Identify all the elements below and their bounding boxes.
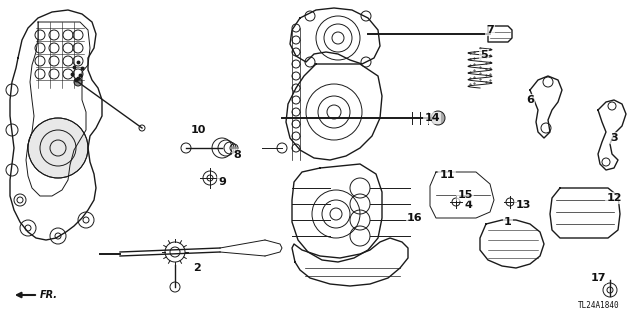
Circle shape (74, 78, 82, 86)
Text: 7: 7 (486, 25, 494, 35)
Text: 12: 12 (606, 193, 621, 203)
Text: 17: 17 (590, 273, 605, 283)
Text: 2: 2 (193, 263, 201, 273)
Text: TL24A1840: TL24A1840 (579, 300, 620, 309)
Text: 16: 16 (407, 213, 423, 223)
Text: 15: 15 (458, 190, 473, 200)
Text: 14: 14 (424, 113, 440, 123)
Text: 6: 6 (526, 95, 534, 105)
Text: FR.: FR. (40, 290, 58, 300)
Circle shape (431, 111, 445, 125)
Text: 5: 5 (480, 50, 488, 60)
Circle shape (28, 118, 88, 178)
Text: 4: 4 (464, 200, 472, 210)
Text: 9: 9 (218, 177, 226, 187)
Text: 3: 3 (610, 133, 618, 143)
Text: 1: 1 (504, 217, 512, 227)
Text: 11: 11 (439, 170, 455, 180)
Text: 10: 10 (190, 125, 205, 135)
Text: 8: 8 (233, 150, 241, 160)
Text: 13: 13 (515, 200, 531, 210)
